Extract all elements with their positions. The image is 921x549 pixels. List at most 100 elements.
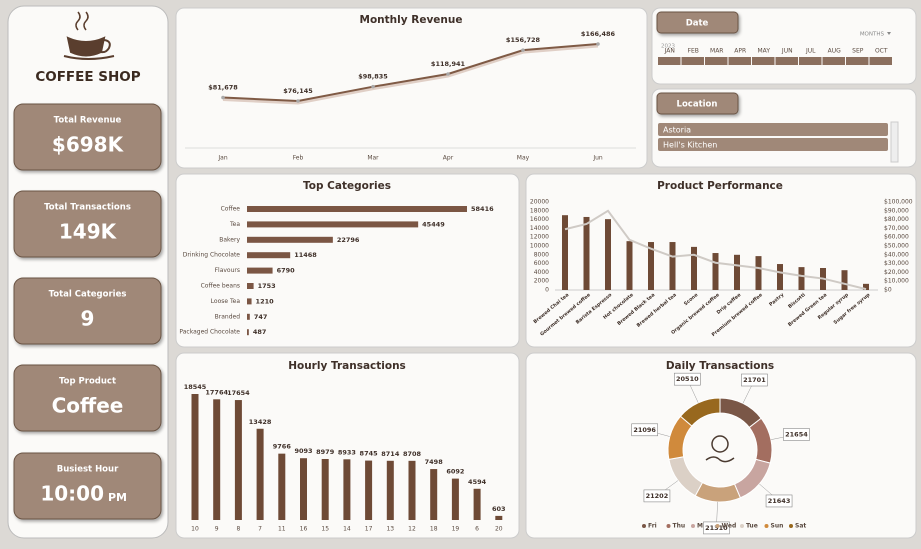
y2-tick-label: $40,000 xyxy=(884,251,909,258)
month-segment[interactable] xyxy=(846,57,869,65)
bar xyxy=(247,267,273,274)
kpi-card xyxy=(13,277,162,345)
bar xyxy=(247,221,419,228)
bar xyxy=(247,252,291,259)
month-label: SEP xyxy=(852,48,864,55)
month-segment[interactable] xyxy=(869,57,893,65)
year-label: 2023 xyxy=(661,44,675,50)
y2-tick-label: $30,000 xyxy=(884,260,909,267)
x-tick-label: 9 xyxy=(215,526,219,533)
x-tick-label: Apr xyxy=(443,155,454,162)
kpi-card xyxy=(13,190,162,258)
bar xyxy=(495,515,503,520)
value-label: $98,835 xyxy=(358,73,388,81)
bar xyxy=(247,329,249,336)
value-label: 21643 xyxy=(768,497,791,505)
x-tick-label: 7 xyxy=(258,526,262,533)
kpi-label: Total Transactions xyxy=(44,203,131,213)
kpi-label: Total Revenue xyxy=(54,116,122,126)
point xyxy=(221,95,225,100)
x-tick-label: 6 xyxy=(475,526,479,533)
value-label: 11468 xyxy=(294,251,317,259)
value-label: 8745 xyxy=(360,450,379,458)
legend-marker xyxy=(666,524,671,528)
y2-tick-label: $90,000 xyxy=(884,207,909,214)
period-selector[interactable]: MONTHS xyxy=(860,32,885,38)
value-label: 6092 xyxy=(446,468,464,476)
y-tick-label: 2000 xyxy=(534,278,549,285)
value-label: 1210 xyxy=(256,297,275,305)
y-tick-label: 0 xyxy=(545,287,549,294)
month-label: MAY xyxy=(758,48,771,55)
date-slicer-header[interactable] xyxy=(656,11,739,34)
month-segment[interactable] xyxy=(658,57,681,65)
value-label: $81,678 xyxy=(208,84,238,92)
x-tick-label: 17 xyxy=(365,526,373,533)
location-item[interactable] xyxy=(658,138,888,151)
kpi-cards: Total Revenue $698K Total Transactions 149K… xyxy=(13,103,162,520)
kpi-value: 10:00 xyxy=(40,482,104,506)
kpi-label: Busiest Hour xyxy=(57,465,119,475)
revenue-line xyxy=(222,43,599,103)
scrollbar[interactable] xyxy=(890,121,899,163)
slicer-title: Date xyxy=(686,19,709,29)
value-label: 21701 xyxy=(743,376,766,384)
bar xyxy=(777,264,783,290)
month-segment[interactable] xyxy=(752,57,775,65)
dropdown-arrow[interactable] xyxy=(887,32,891,35)
value-label: 8979 xyxy=(316,448,335,456)
bar xyxy=(247,206,467,212)
x-tick-label: 20 xyxy=(495,526,503,533)
value-label: 21202 xyxy=(646,492,669,500)
label-box xyxy=(643,489,671,503)
x-tick-label: 16 xyxy=(300,526,308,533)
y-tick-label: Tea xyxy=(229,221,240,228)
value-label: 17654 xyxy=(227,389,250,397)
month-segment[interactable] xyxy=(681,57,705,65)
y2-tick-label: $10,000 xyxy=(884,278,909,285)
bar xyxy=(213,399,221,520)
value-label: $166,486 xyxy=(581,30,616,38)
timeline: JAN FEB MAR APR MAY JUN JUL AUG SEP OCT xyxy=(658,48,893,65)
kpi-value: 149K xyxy=(59,220,118,244)
month-segment[interactable] xyxy=(775,57,799,65)
y-tick-label: Loose Tea xyxy=(211,298,241,305)
y-tick-label: 12000 xyxy=(530,234,549,241)
month-segment[interactable] xyxy=(728,57,752,65)
x-tick-label: 8 xyxy=(236,526,240,533)
bar xyxy=(562,215,568,290)
month-segment[interactable] xyxy=(705,57,728,65)
x-tick-label: May xyxy=(517,155,530,162)
bar xyxy=(278,453,286,520)
icon xyxy=(711,435,729,453)
legend-marker xyxy=(789,524,793,528)
location-slicer-header[interactable] xyxy=(656,92,739,115)
y-tick-label: Coffee xyxy=(221,206,241,213)
x-tick-label: 12 xyxy=(408,526,416,533)
location-item[interactable] xyxy=(658,123,888,136)
legend-marker xyxy=(764,524,769,528)
y-tick-label: 8000 xyxy=(534,251,549,258)
value-label: 21096 xyxy=(633,426,656,434)
x-tick-label: Feb xyxy=(293,155,304,162)
legend-marker xyxy=(740,524,744,528)
chart-title: Hourly Transactions xyxy=(288,360,406,372)
point xyxy=(371,84,375,89)
value-label: 4594 xyxy=(468,478,487,486)
point xyxy=(296,99,300,103)
y-tick-label: 18000 xyxy=(530,207,549,214)
chart-title: Product Performance xyxy=(657,180,783,192)
y2-tick-label: $0 xyxy=(884,287,892,294)
month-segment[interactable] xyxy=(822,57,846,65)
bar xyxy=(451,478,459,520)
panel xyxy=(175,173,520,348)
kpi-unit: PM xyxy=(108,491,127,504)
value-label: 1753 xyxy=(258,282,276,290)
bar xyxy=(386,460,394,520)
month-segment[interactable] xyxy=(799,57,822,65)
bar xyxy=(734,254,740,290)
value-label: 13428 xyxy=(249,418,272,426)
value-label: 7498 xyxy=(425,458,444,466)
month-label: APR xyxy=(734,48,746,55)
